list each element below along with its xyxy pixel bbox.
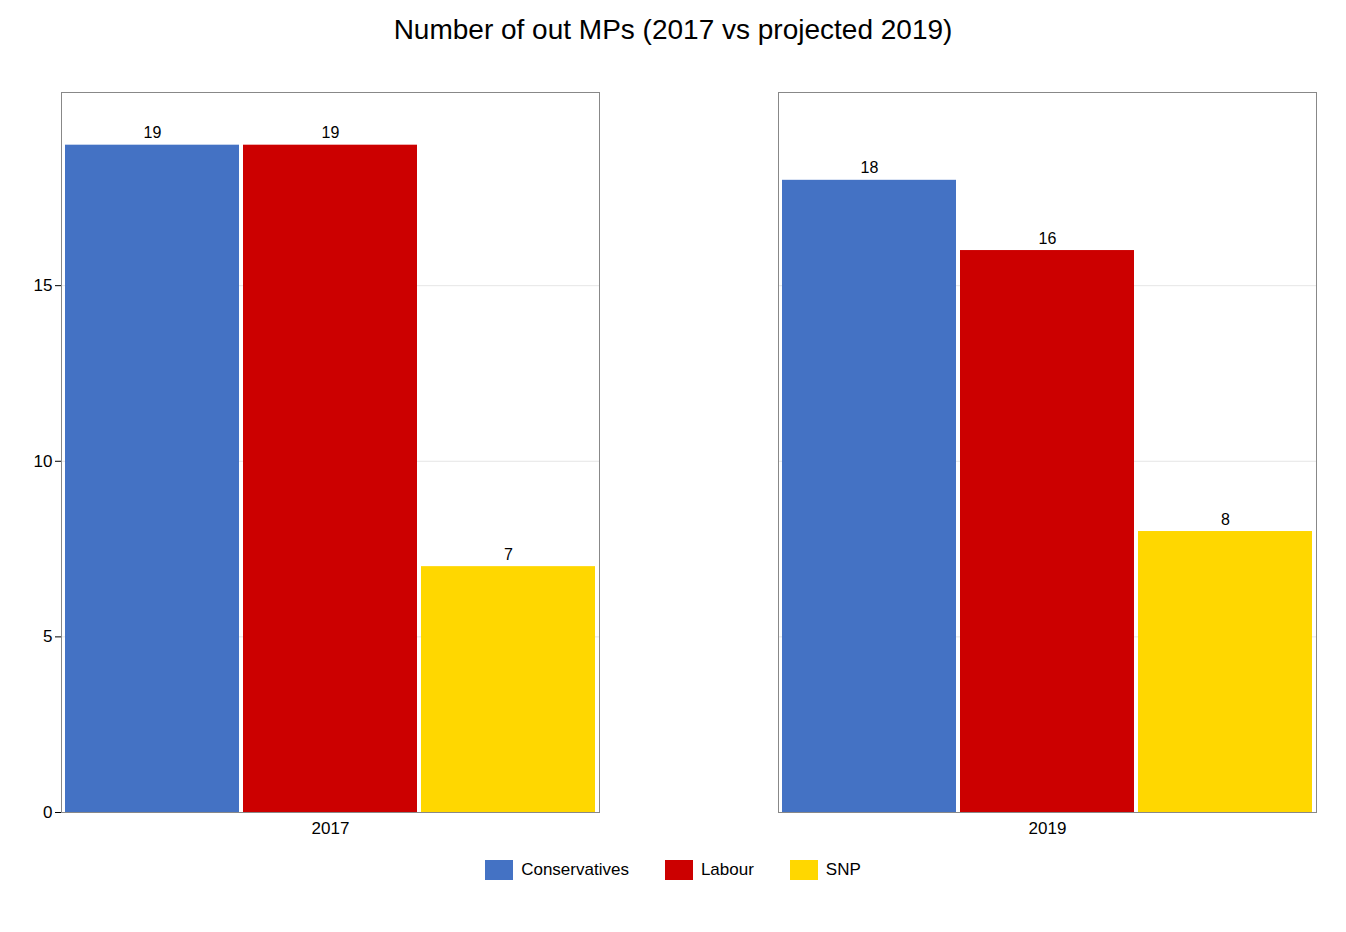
html-text:Labour: Labour	[700, 860, 754, 879]
svg-text:0: 0	[43, 803, 52, 822]
svg-text:19: 19	[322, 124, 340, 141]
svg-text:7: 7	[504, 546, 513, 563]
svg-text:5: 5	[43, 627, 52, 646]
svg-text:2019: 2019	[1029, 819, 1067, 838]
svg-text:19: 19	[144, 124, 162, 141]
svg-text:2017: 2017	[312, 819, 350, 838]
html-text:SNP: SNP	[825, 860, 861, 879]
svg-text:10: 10	[34, 452, 53, 471]
svg-text:18: 18	[861, 159, 879, 176]
html-text:Number of out MPs (2017 vs pro: Number of out MPs (2017 vs projected 201…	[393, 14, 953, 45]
html-text:Conservatives: Conservatives	[521, 860, 629, 879]
svg-text:15: 15	[34, 276, 53, 295]
svg-text:16: 16	[1039, 230, 1057, 247]
svg-text:8: 8	[1221, 511, 1230, 528]
